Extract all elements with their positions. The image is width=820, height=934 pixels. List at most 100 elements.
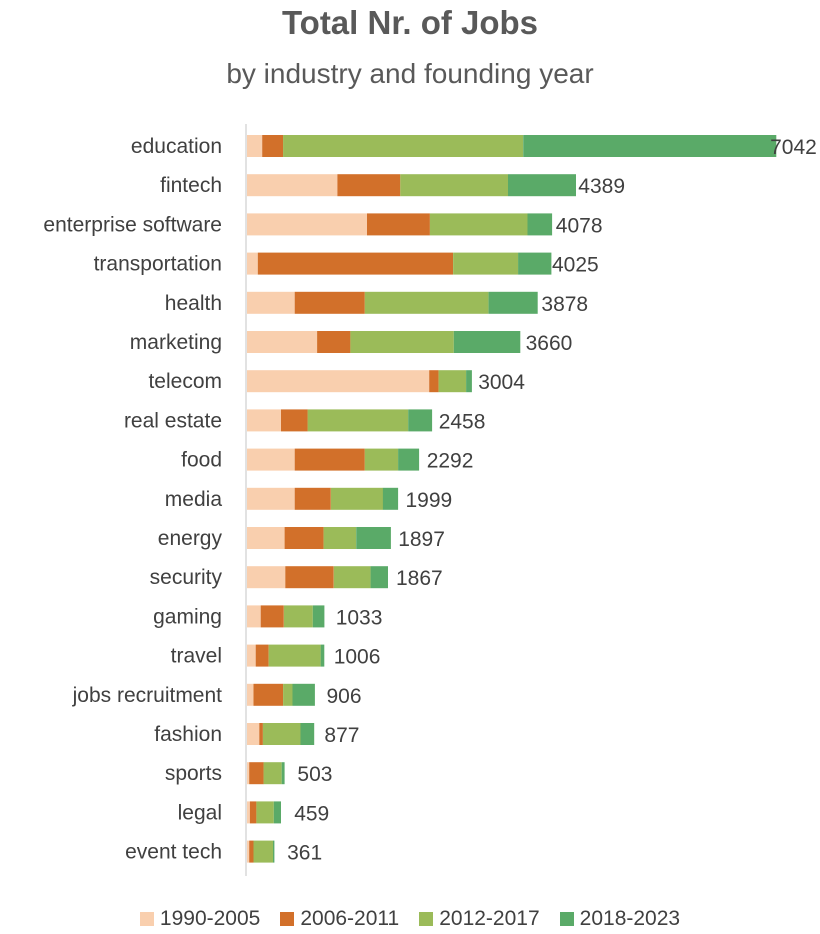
category-label-media: media bbox=[165, 488, 223, 511]
total-label-fintech: 4389 bbox=[578, 175, 625, 198]
total-label-event-tech: 361 bbox=[287, 842, 322, 865]
bar-event-tech-1990-2005 bbox=[247, 840, 250, 863]
bar-legal-2012-2017 bbox=[256, 801, 274, 824]
bar-marketing-2012-2017 bbox=[350, 331, 454, 353]
total-label-education: 7042 bbox=[770, 136, 817, 159]
total-label-telecom: 3004 bbox=[478, 371, 525, 394]
legend-swatch bbox=[139, 912, 154, 926]
legend-item-2018-2023: 2018-2023 bbox=[559, 907, 681, 931]
bar-media-2012-2017 bbox=[330, 487, 383, 510]
bar-security-2018-2023 bbox=[370, 566, 388, 589]
bar-telecom-1990-2005 bbox=[247, 370, 430, 393]
bar-education-2006-2011 bbox=[262, 135, 284, 157]
bar-marketing-2006-2011 bbox=[317, 331, 351, 353]
bar-fintech-2006-2011 bbox=[337, 174, 401, 197]
bar-telecom-2018-2023 bbox=[466, 370, 472, 393]
bar-jobs-recruitment-2006-2011 bbox=[253, 683, 284, 706]
bar-enterprise-software-2012-2017 bbox=[429, 213, 528, 236]
bar-media-2006-2011 bbox=[294, 487, 331, 510]
bar-gaming-1990-2005 bbox=[247, 605, 261, 628]
legend-label: 2018-2023 bbox=[579, 907, 681, 930]
bar-energy-2006-2011 bbox=[284, 527, 324, 549]
total-label-fashion: 877 bbox=[324, 724, 359, 747]
bar-real-estate-2012-2017 bbox=[307, 409, 409, 432]
bar-education-2012-2017 bbox=[283, 135, 524, 157]
total-label-media: 1999 bbox=[406, 489, 453, 512]
category-label-real-estate: real estate bbox=[124, 409, 222, 432]
category-label-event-tech: event tech bbox=[125, 841, 222, 864]
bar-enterprise-software-1990-2005 bbox=[247, 213, 367, 236]
category-label-fintech: fintech bbox=[160, 174, 222, 197]
legend-item-2012-2017: 2012-2017 bbox=[419, 907, 540, 931]
category-label-transportation: transportation bbox=[94, 253, 222, 276]
bar-education-2018-2023 bbox=[523, 135, 777, 157]
bar-fashion-2012-2017 bbox=[262, 723, 301, 745]
bar-fintech-2018-2023 bbox=[508, 174, 576, 197]
bar-food-2012-2017 bbox=[364, 448, 399, 471]
bar-fintech-2012-2017 bbox=[400, 174, 508, 197]
bar-food-1990-2005 bbox=[247, 448, 295, 471]
bar-jobs-recruitment-1990-2005 bbox=[247, 683, 254, 706]
category-label-enterprise-software: enterprise software bbox=[43, 213, 222, 236]
bar-legal-1990-2005 bbox=[247, 801, 250, 824]
bar-chart-plot: education 7042 fintech 4389 enterprise softw… bbox=[43, 124, 817, 876]
legend-item-2006-2011: 2006-2011 bbox=[280, 907, 399, 931]
bar-media-1990-2005 bbox=[247, 487, 295, 510]
total-label-legal: 459 bbox=[294, 802, 329, 825]
category-label-energy: energy bbox=[158, 527, 223, 550]
legend-label: 2012-2017 bbox=[439, 907, 540, 930]
bar-fashion-2006-2011 bbox=[259, 723, 263, 745]
bar-security-1990-2005 bbox=[247, 566, 286, 589]
category-label-travel: travel bbox=[171, 645, 222, 668]
bar-travel-2006-2011 bbox=[255, 644, 269, 667]
total-label-energy: 1897 bbox=[398, 528, 445, 551]
total-label-real-estate: 2458 bbox=[439, 410, 486, 433]
category-label-legal: legal bbox=[178, 801, 222, 824]
bar-health-2006-2011 bbox=[294, 291, 365, 314]
bar-gaming-2018-2023 bbox=[312, 605, 325, 628]
legend-swatch bbox=[419, 912, 434, 926]
bar-event-tech-2006-2011 bbox=[249, 840, 254, 863]
category-label-gaming: gaming bbox=[153, 605, 222, 628]
bar-real-estate-2006-2011 bbox=[281, 409, 308, 432]
bar-energy-1990-2005 bbox=[247, 527, 285, 549]
category-label-fashion: fashion bbox=[154, 723, 222, 746]
legend-swatch bbox=[280, 912, 295, 926]
bar-event-tech-2012-2017 bbox=[253, 840, 273, 863]
category-label-health: health bbox=[165, 292, 222, 315]
bar-sports-2006-2011 bbox=[249, 762, 264, 785]
legend-label: 2006-2011 bbox=[300, 907, 400, 930]
category-label-education: education bbox=[131, 135, 222, 158]
chart-subtitle: by industry and founding year bbox=[226, 58, 594, 89]
category-label-jobs-recruitment: jobs recruitment bbox=[72, 684, 223, 707]
total-label-jobs-recruitment: 906 bbox=[327, 685, 362, 708]
bar-security-2012-2017 bbox=[333, 566, 371, 589]
bar-food-2006-2011 bbox=[294, 448, 365, 471]
bar-marketing-2018-2023 bbox=[453, 331, 521, 353]
bar-marketing-1990-2005 bbox=[247, 331, 318, 353]
bar-legal-2006-2011 bbox=[249, 801, 257, 824]
total-label-security: 1867 bbox=[396, 567, 443, 590]
bar-real-estate-2018-2023 bbox=[408, 409, 433, 432]
category-label-marketing: marketing bbox=[130, 331, 222, 354]
bar-fintech-1990-2005 bbox=[247, 174, 338, 197]
bar-security-2006-2011 bbox=[285, 566, 334, 589]
chart-title: Total Nr. of Jobs bbox=[281, 4, 539, 41]
bar-enterprise-software-2018-2023 bbox=[527, 213, 553, 236]
total-label-enterprise-software: 4078 bbox=[556, 214, 603, 237]
category-label-food: food bbox=[181, 449, 222, 472]
bar-transportation-2018-2023 bbox=[518, 252, 552, 275]
bar-travel-2012-2017 bbox=[268, 644, 321, 667]
total-label-transportation: 4025 bbox=[552, 254, 599, 277]
total-label-marketing: 3660 bbox=[526, 332, 573, 355]
bar-travel-1990-2005 bbox=[247, 644, 256, 667]
bar-enterprise-software-2006-2011 bbox=[367, 213, 430, 236]
legend-label: 1990-2005 bbox=[159, 907, 261, 930]
bar-travel-2018-2023 bbox=[320, 644, 325, 667]
bar-telecom-2012-2017 bbox=[438, 370, 467, 393]
bar-transportation-1990-2005 bbox=[247, 252, 258, 275]
category-label-sports: sports bbox=[165, 762, 222, 785]
bar-food-2018-2023 bbox=[398, 448, 420, 471]
bar-gaming-2006-2011 bbox=[260, 605, 284, 628]
total-label-gaming: 1033 bbox=[336, 606, 383, 629]
